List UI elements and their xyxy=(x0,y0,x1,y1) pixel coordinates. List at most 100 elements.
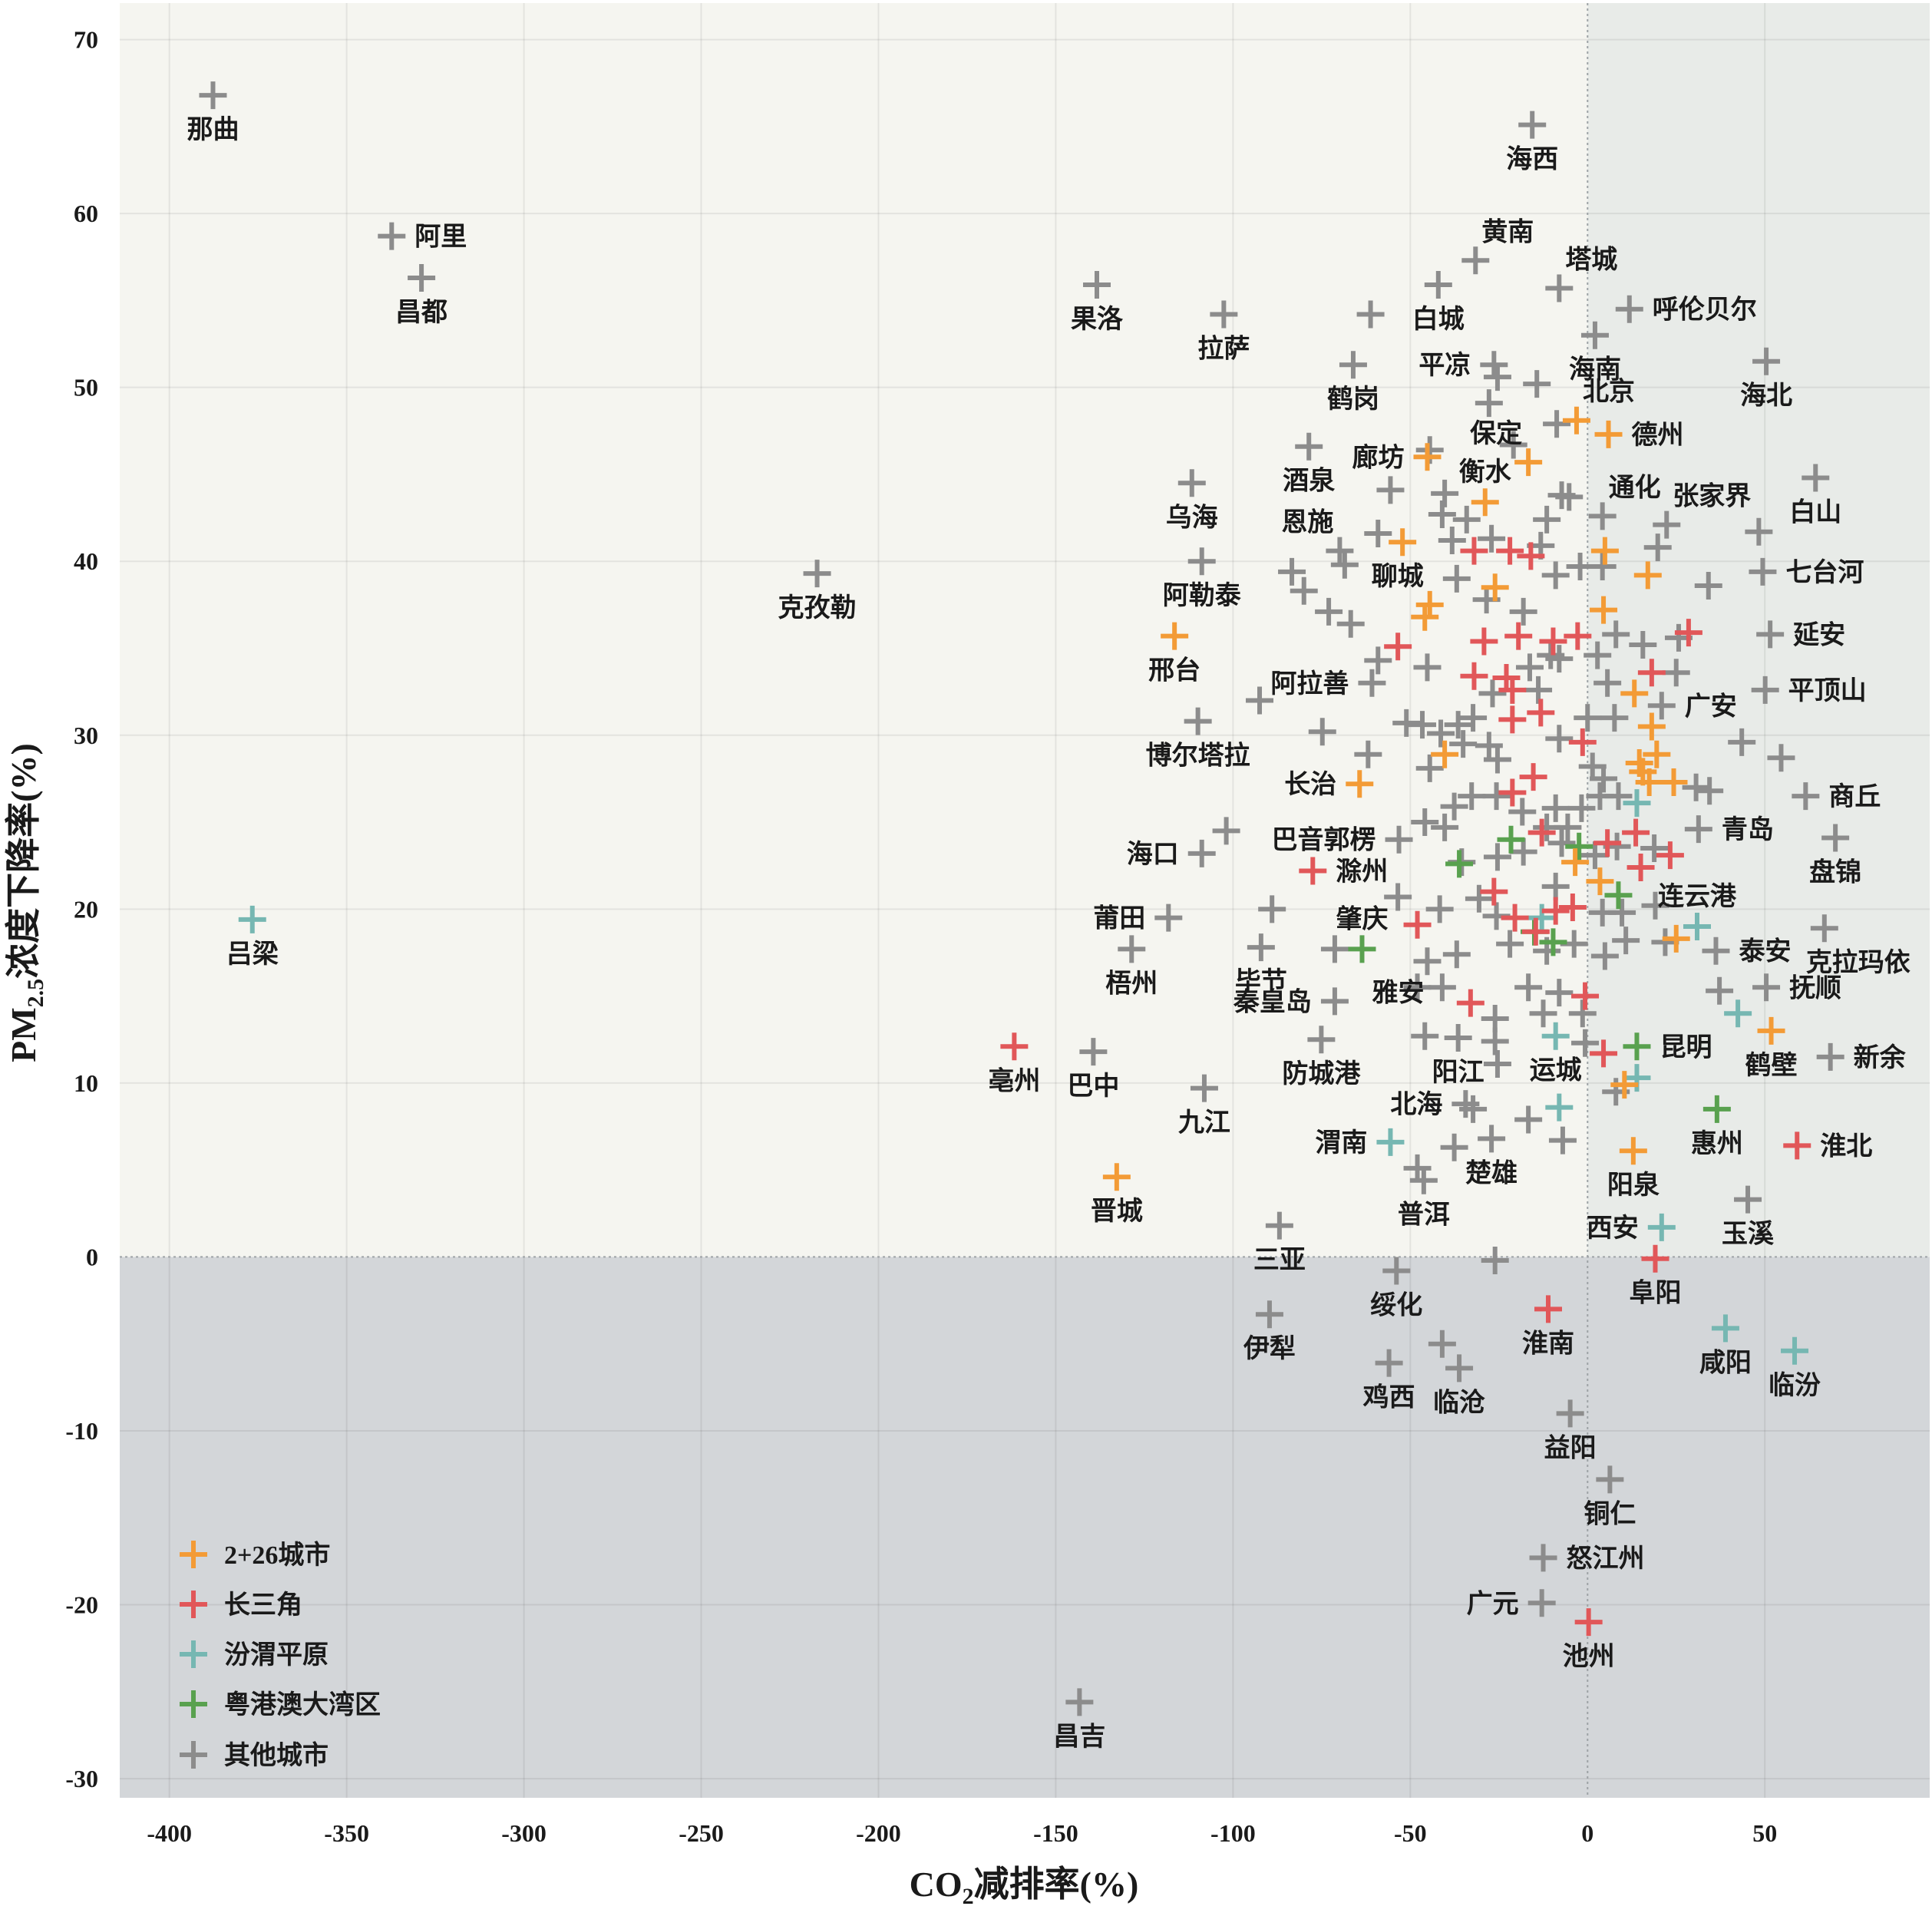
data-point-marker xyxy=(1456,989,1485,1017)
x-tick-label: 0 xyxy=(1581,1819,1593,1847)
data-point-label: 巴中 xyxy=(1067,1072,1119,1101)
data-point-marker xyxy=(1545,274,1574,302)
data-point-marker xyxy=(1590,537,1619,565)
legend-label: 其他城市 xyxy=(224,1740,329,1770)
x-tick-label: 50 xyxy=(1752,1819,1777,1847)
y-tick-label: 30 xyxy=(74,722,98,749)
data-point-label: 青岛 xyxy=(1722,815,1774,844)
axis-ticks: -400 -350 -300 -250 -200 -150 -100 -50 0 50706050… xyxy=(65,26,1777,1847)
data-point-label: 莆田 xyxy=(1093,904,1145,933)
data-point-marker xyxy=(1702,1095,1731,1123)
data-point-marker xyxy=(1517,542,1545,570)
data-point-label: 平顶山 xyxy=(1788,676,1867,705)
data-point-marker xyxy=(1471,488,1499,517)
y-axis-title: PM2.5浓度下降率(%) xyxy=(4,743,48,1062)
data-point-marker xyxy=(1161,622,1189,650)
data-point-marker xyxy=(1000,1032,1029,1061)
data-point-marker xyxy=(1610,1071,1639,1099)
data-point-label: 连云港 xyxy=(1658,882,1737,911)
data-point-marker xyxy=(1647,1213,1676,1241)
data-point-marker xyxy=(1584,641,1612,669)
data-point-marker xyxy=(1562,406,1590,434)
data-point-marker xyxy=(1641,891,1669,920)
data-point-marker xyxy=(1258,895,1286,923)
data-point-marker xyxy=(1541,1022,1570,1050)
x-axis-title: CO2减排率(%) xyxy=(910,1865,1139,1909)
data-point-marker xyxy=(1307,1026,1336,1054)
data-point-marker xyxy=(1481,573,1509,602)
data-point-marker xyxy=(1483,363,1511,391)
data-point-marker xyxy=(1308,718,1336,746)
data-point-marker xyxy=(1561,848,1590,877)
data-point-marker xyxy=(1629,630,1657,659)
legend-item: 粤港澳大湾区 xyxy=(180,1690,381,1719)
data-point-label: 毕节 xyxy=(1235,967,1287,996)
data-point-marker xyxy=(1102,1163,1131,1191)
data-point-marker xyxy=(1184,707,1212,735)
data-point-marker xyxy=(1444,711,1472,739)
data-point-marker xyxy=(1543,410,1571,438)
data-point-marker xyxy=(1496,537,1524,565)
data-point-marker xyxy=(1427,719,1455,748)
data-point-marker xyxy=(1604,881,1633,910)
data-point-label: 阿勒泰 xyxy=(1163,581,1242,610)
x-tick-label: -250 xyxy=(679,1819,724,1847)
data-point-marker xyxy=(1620,679,1649,708)
data-point-marker xyxy=(1278,557,1306,586)
data-point-marker xyxy=(1212,817,1240,845)
data-point-marker xyxy=(1615,295,1643,323)
data-point-marker xyxy=(1315,597,1343,626)
data-point-marker xyxy=(1702,937,1730,965)
data-point-marker xyxy=(1662,659,1690,687)
data-point-marker xyxy=(1497,825,1525,854)
data-point-label: 淮南 xyxy=(1522,1329,1574,1358)
data-point-label: 果洛 xyxy=(1071,305,1124,334)
data-point-marker xyxy=(1079,1038,1108,1066)
series-group xyxy=(1102,406,1785,1191)
data-point-label: 鹤岗 xyxy=(1327,385,1379,414)
data-point-marker xyxy=(1501,903,1529,932)
data-point-marker xyxy=(1696,777,1724,805)
data-point-marker xyxy=(1346,770,1374,798)
data-point-marker xyxy=(1523,370,1551,398)
data-point-label: 怒江州 xyxy=(1567,1544,1645,1573)
data-point-marker xyxy=(1653,510,1681,539)
data-point-marker xyxy=(1545,725,1574,753)
data-point-marker xyxy=(1480,877,1508,906)
data-point-marker xyxy=(238,905,266,933)
x-tick-label: -50 xyxy=(1394,1819,1427,1847)
series-group xyxy=(199,81,1850,1716)
data-point-marker xyxy=(1299,857,1327,885)
data-point-marker xyxy=(1637,659,1666,687)
data-point-marker xyxy=(1364,519,1392,547)
data-point-marker xyxy=(1210,300,1238,329)
data-point-marker xyxy=(1541,794,1570,822)
data-point-marker xyxy=(1629,758,1657,786)
data-point-marker xyxy=(1539,627,1567,656)
data-point-label: 池州 xyxy=(1563,1642,1615,1671)
data-point-label: 酒泉 xyxy=(1283,467,1335,496)
data-point-marker xyxy=(1482,782,1511,811)
data-point-marker xyxy=(1411,603,1439,631)
data-point-label: 临汾 xyxy=(1769,1371,1821,1400)
data-point-label: 平凉 xyxy=(1418,351,1471,380)
data-point-marker xyxy=(1320,935,1349,963)
data-point-label: 新余 xyxy=(1854,1042,1907,1072)
data-point-marker xyxy=(1483,843,1511,871)
data-point-marker xyxy=(1568,999,1597,1028)
data-point-marker xyxy=(1684,815,1712,844)
data-point-marker xyxy=(1749,557,1777,586)
data-point-marker xyxy=(1247,933,1275,962)
data-point-marker xyxy=(1384,633,1412,661)
data-point-marker xyxy=(1706,976,1734,1005)
y-tick-label: 10 xyxy=(74,1069,98,1097)
data-point-marker xyxy=(1555,483,1584,511)
data-point-label: 秦皇岛 xyxy=(1233,987,1312,1016)
data-point-marker xyxy=(1431,479,1459,507)
data-point-label: 雅安 xyxy=(1372,978,1424,1007)
data-point-label: 鹤壁 xyxy=(1745,1051,1798,1080)
data-point-marker xyxy=(1647,692,1676,720)
data-point-label: 通化 xyxy=(1609,473,1661,502)
data-point-marker xyxy=(1756,620,1785,649)
data-point-label: 白山 xyxy=(1789,497,1841,527)
